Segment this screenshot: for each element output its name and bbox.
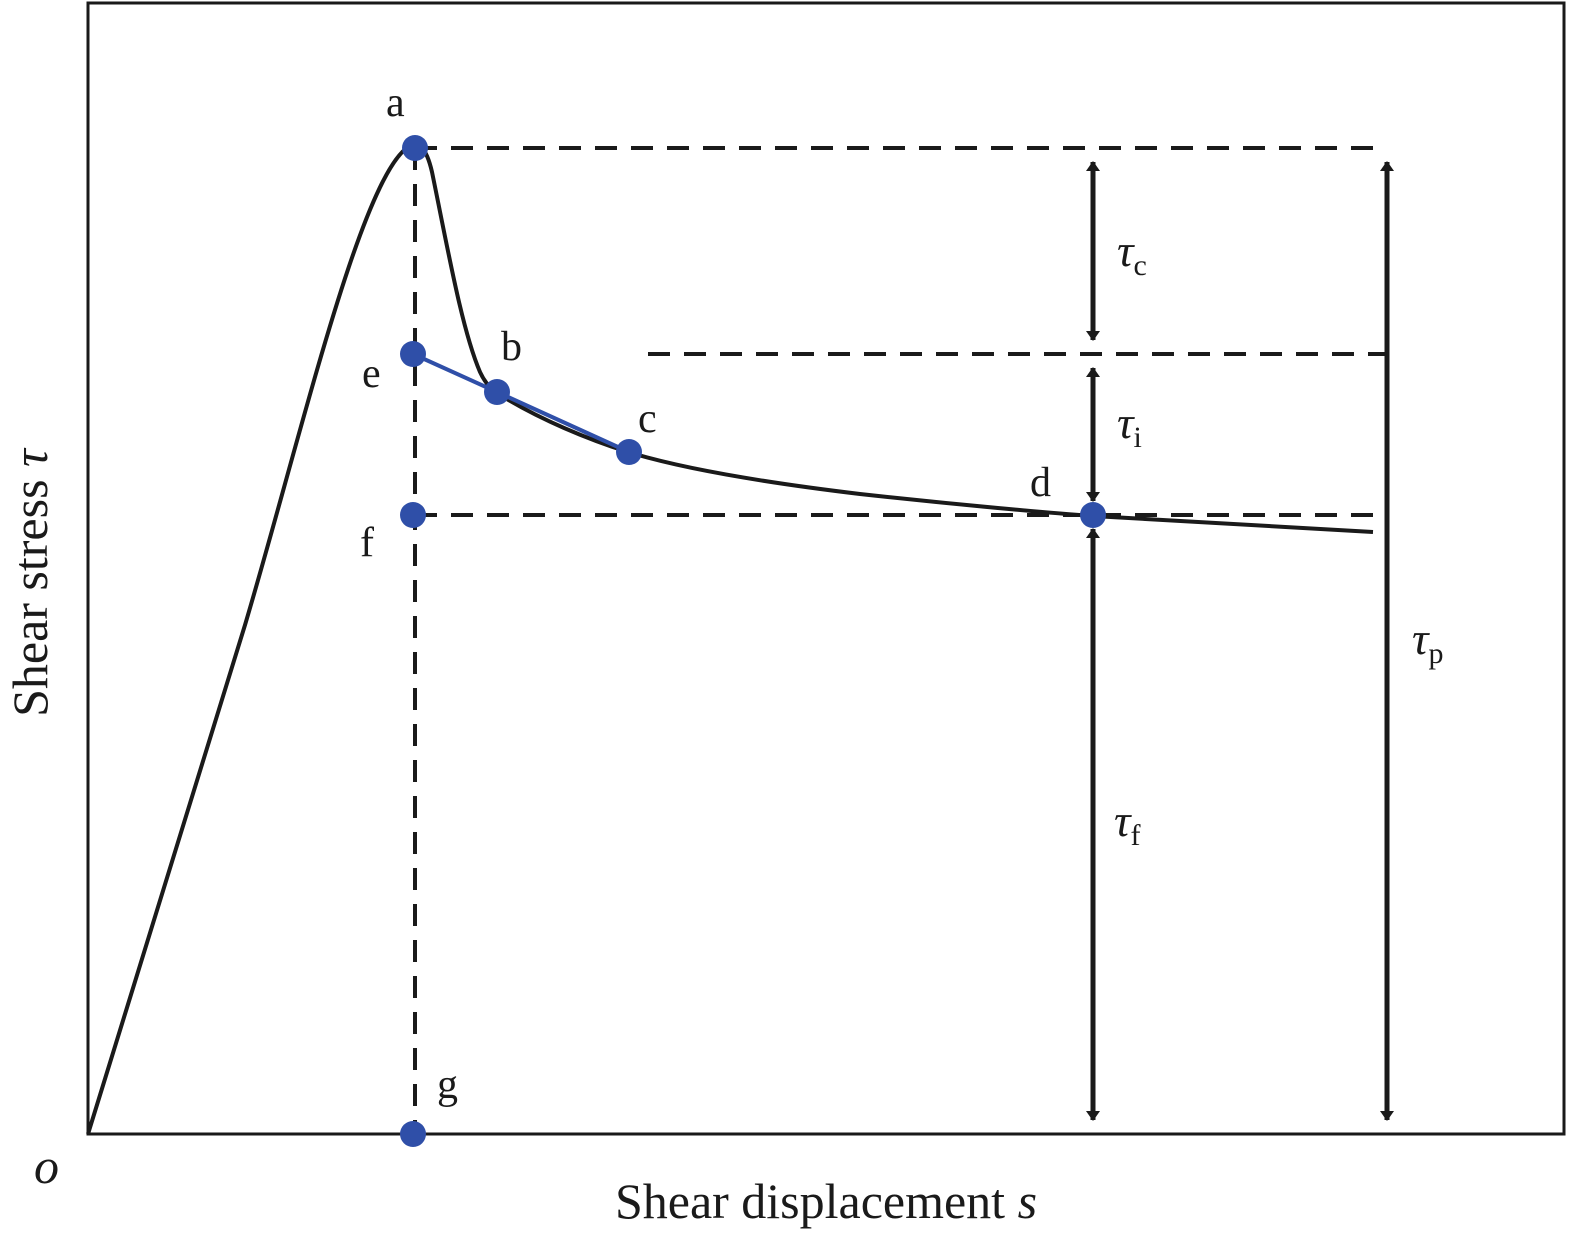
label-tau-p: τp [1412,613,1443,670]
point-f [400,502,426,528]
dashed-reference-lines [413,146,1387,1134]
tau-p-subscript: p [1428,637,1443,670]
point-d [1080,502,1106,528]
y-axis-variable: τ [2,447,58,467]
label-f: f [360,520,374,566]
label-c: c [638,396,657,442]
point-b [484,379,510,405]
label-e: e [362,351,381,397]
plot-frame [86,1,1566,1136]
point-a [402,135,428,161]
origin-label: o [34,1138,59,1194]
tau-i-subscript: i [1133,421,1141,454]
y-axis-label-text: Shear stress [2,467,58,717]
tau-f-symbol: τ [1114,795,1132,846]
label-d: d [1030,460,1051,506]
label-a: a [386,80,405,126]
dimension-arrows [1086,161,1394,1121]
x-axis-variable: s [1018,1173,1037,1229]
marked-points [400,135,1106,1147]
tau-c-subscript: c [1133,249,1146,282]
tau-p-symbol: τ [1412,613,1430,664]
tau-c-symbol: τ [1117,225,1135,276]
label-tau-i: τi [1117,397,1142,454]
tau-i-symbol: τ [1117,397,1135,448]
y-axis-label: Shear stress τ [2,447,58,717]
tau-f-subscript: f [1130,819,1140,852]
label-g: g [437,1062,458,1108]
point-e [400,341,426,367]
point-g [400,1121,426,1147]
label-tau-c: τc [1117,225,1147,282]
x-axis-label: Shear displacement s [615,1173,1037,1229]
point-c [616,439,642,465]
x-axis-label-text: Shear displacement [615,1173,1018,1229]
label-b: b [501,324,522,370]
stress-displacement-curve [86,142,1374,1135]
label-tau-f: τf [1114,795,1140,852]
